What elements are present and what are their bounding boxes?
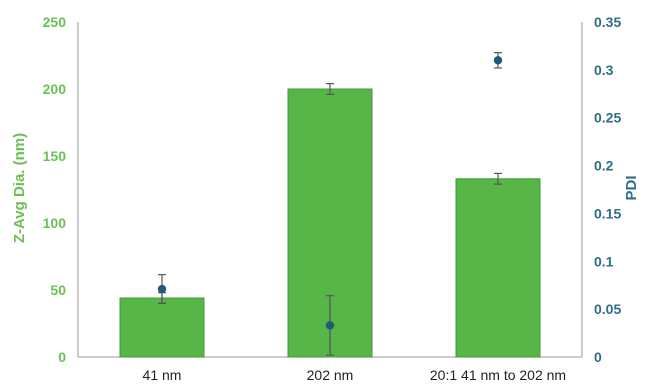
x-category-label: 41 nm — [143, 367, 182, 383]
y-tick-label: 250 — [43, 14, 67, 30]
y2-tick-label: 0.1 — [594, 253, 614, 269]
y-tick-label: 100 — [43, 215, 67, 231]
y2-tick-label: 0.25 — [594, 110, 621, 126]
y2-tick-label: 0.3 — [594, 62, 614, 78]
bars — [119, 83, 541, 358]
category-labels: 41 nm 202 nm 20:1 41 nm to 202 nm — [143, 367, 567, 383]
x-category-label: 202 nm — [307, 367, 354, 383]
y-tick-label: 200 — [43, 81, 67, 97]
y2-tick-label: 0 — [594, 349, 602, 365]
right-axis-ticks: 0 0.05 0.1 0.15 0.2 0.25 0.3 0.35 — [594, 14, 621, 365]
pdi-point — [325, 321, 335, 330]
y-tick-label: 50 — [50, 282, 66, 298]
left-axis-ticks: 0 50 100 150 200 250 — [43, 14, 67, 365]
y2-tick-label: 0.35 — [594, 14, 621, 30]
y2-tick-label: 0.15 — [594, 205, 621, 221]
pdi-point — [493, 56, 503, 65]
x-category-label: 20:1 41 nm to 202 nm — [430, 367, 566, 383]
y2-tick-label: 0.05 — [594, 301, 621, 317]
pdi-point — [157, 284, 167, 294]
y-tick-label: 0 — [58, 349, 66, 365]
y2-tick-label: 0.2 — [594, 158, 614, 174]
pdi-points — [157, 52, 503, 356]
y-axis-title: Z-Avg Dia. (nm) — [11, 133, 28, 243]
bar — [119, 297, 205, 358]
y-tick-label: 150 — [43, 148, 67, 164]
y2-axis-title: PDI — [623, 175, 640, 200]
bar — [455, 178, 541, 358]
